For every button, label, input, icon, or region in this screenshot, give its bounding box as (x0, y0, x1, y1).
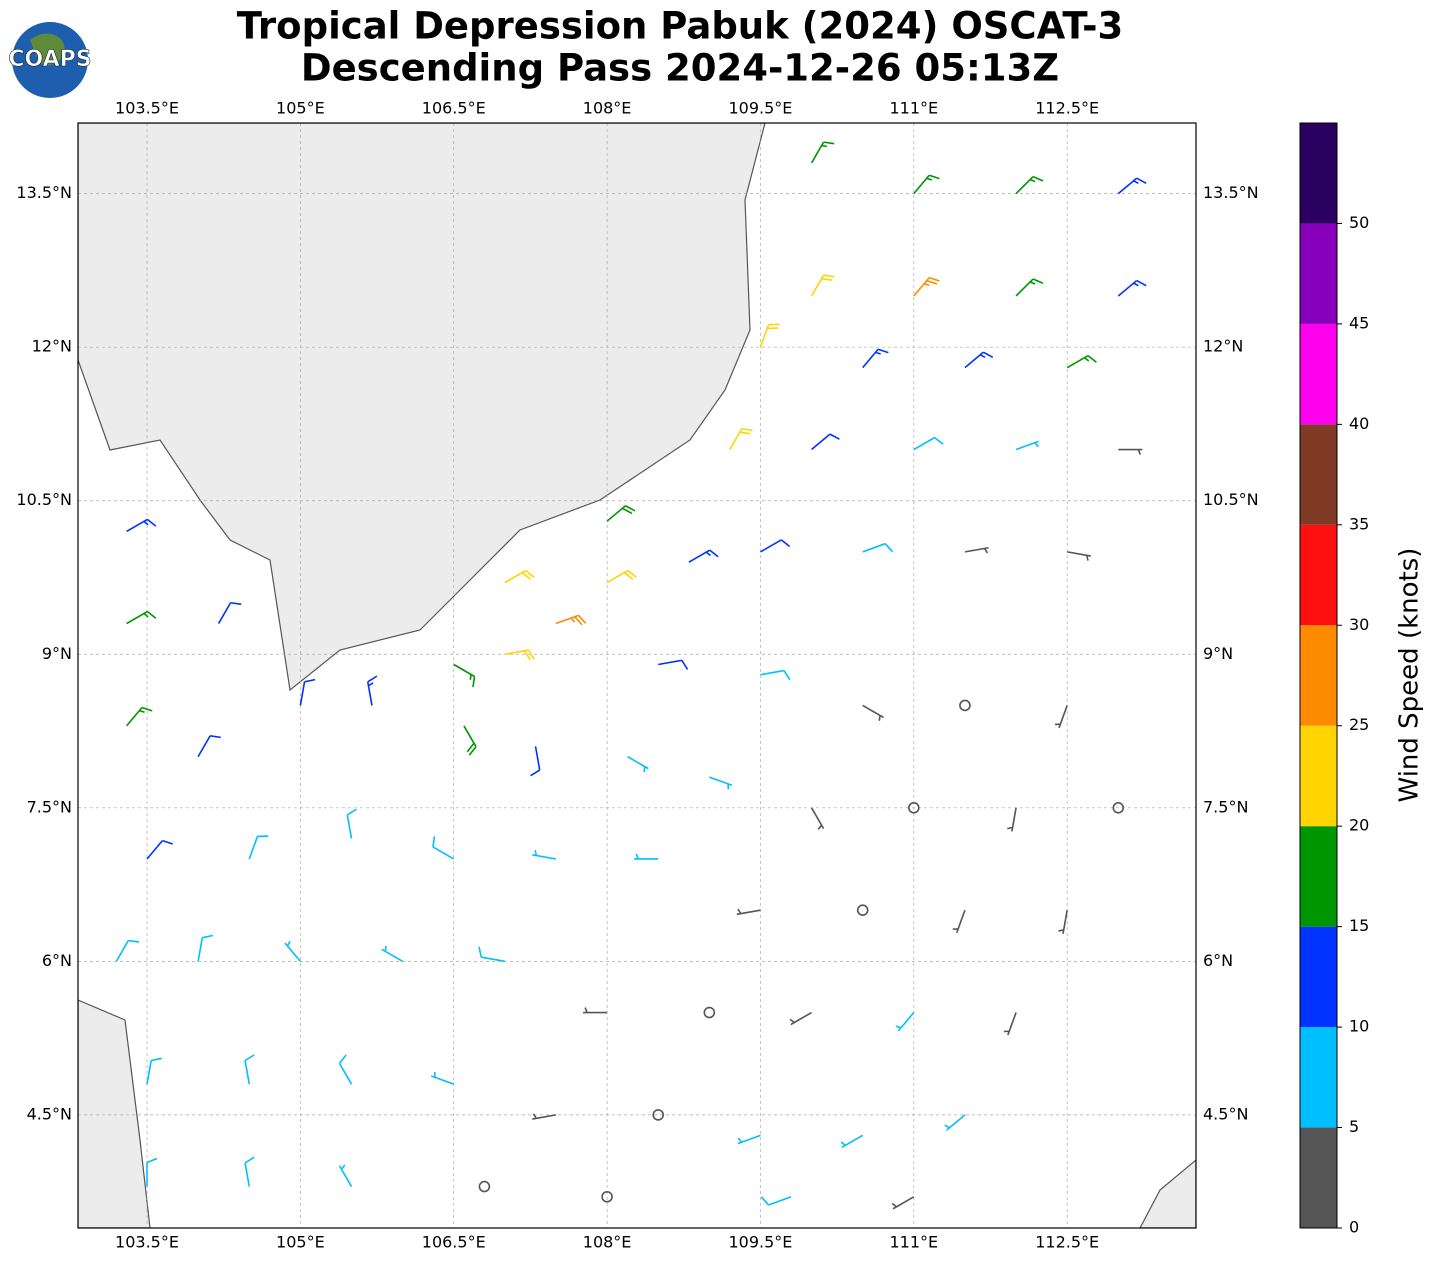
colorbar-segment (1300, 927, 1337, 1027)
x-tick-label: 106.5°E (422, 1233, 486, 1252)
barb-half (470, 674, 471, 679)
x-tick-label: 105°E (276, 99, 325, 118)
x-tick-label: 109.5°E (728, 99, 792, 118)
x-tick-label: 108°E (583, 1233, 632, 1252)
barb-half (822, 146, 827, 147)
y-tick-label: 4.5°N (27, 1104, 72, 1123)
y-tick-label: 7.5°N (1203, 797, 1248, 816)
colorbar-segment (1300, 625, 1337, 725)
colorbar-segment (1300, 1027, 1337, 1127)
x-tick-label: 112.5°E (1035, 99, 1099, 118)
colorbar-label: Wind Speed (knots) (1395, 548, 1425, 803)
y-tick-label: 10.5°N (16, 490, 72, 509)
title-line2: Descending Pass 2024-12-26 05:13Z (301, 47, 1059, 90)
colorbar-segment (1300, 525, 1337, 625)
colorbar-segment (1300, 424, 1337, 524)
x-tick-label: 111°E (889, 1233, 938, 1252)
y-tick-label: 9°N (1203, 644, 1233, 663)
colorbar-tick-label: 30 (1349, 615, 1369, 634)
colorbar-tick-label: 15 (1349, 916, 1369, 935)
colorbar-segment (1300, 726, 1337, 826)
barb-half (644, 767, 645, 772)
x-tick-label: 103.5°E (115, 99, 179, 118)
y-tick-label: 6°N (1203, 951, 1233, 970)
y-tick-label: 7.5°N (27, 797, 72, 816)
barb-half (1058, 930, 1063, 931)
y-tick-label: 6°N (42, 951, 72, 970)
colorbar-tick-label: 10 (1349, 1017, 1369, 1036)
colorbar-segment (1300, 1128, 1337, 1228)
colorbar-tick-label: 25 (1349, 715, 1369, 734)
colorbar-tick-label: 35 (1349, 514, 1369, 533)
colorbar-tick-label: 45 (1349, 313, 1369, 332)
colorbar-tick-label: 5 (1349, 1117, 1359, 1136)
x-tick-label: 106.5°E (422, 99, 486, 118)
colorbar-segment (1300, 324, 1337, 424)
colorbar-tick-label: 0 (1349, 1218, 1359, 1237)
y-tick-label: 10.5°N (1203, 490, 1259, 509)
y-tick-label: 12°N (32, 337, 72, 356)
colorbar-segment (1300, 223, 1337, 323)
x-tick-label: 105°E (276, 1233, 325, 1252)
colorbar-segment (1300, 826, 1337, 926)
x-tick-label: 112.5°E (1035, 1233, 1099, 1252)
y-tick-label: 13.5°N (16, 183, 72, 202)
y-tick-label: 13.5°N (1203, 183, 1259, 202)
x-tick-label: 111°E (889, 99, 938, 118)
colorbar-segment (1300, 123, 1337, 223)
barb-half (1087, 555, 1088, 560)
y-tick-label: 9°N (42, 644, 72, 663)
barb-half (385, 946, 386, 951)
barb-half (1007, 827, 1012, 828)
x-tick-label: 103.5°E (115, 1233, 179, 1252)
map-background (78, 123, 1196, 1228)
colorbar: 0 5 10 15 20 25 30 35 40 45 50 (1300, 123, 1369, 1237)
title-line1: Tropical Depression Pabuk (2024) OSCAT-3 (237, 5, 1123, 48)
barb-half (535, 850, 536, 855)
logo-text: COAPS (8, 47, 91, 72)
y-tick-label: 4.5°N (1203, 1104, 1248, 1123)
x-tick-label: 109.5°E (728, 1233, 792, 1252)
colorbar-tick-label: 50 (1349, 213, 1369, 232)
logo: COAPS (8, 22, 91, 98)
y-tick-label: 12°N (1203, 337, 1243, 356)
barb-half (879, 715, 880, 720)
colorbar-tick-label: 40 (1349, 414, 1369, 433)
colorbar-tick-label: 20 (1349, 816, 1369, 835)
x-tick-label: 108°E (583, 99, 632, 118)
